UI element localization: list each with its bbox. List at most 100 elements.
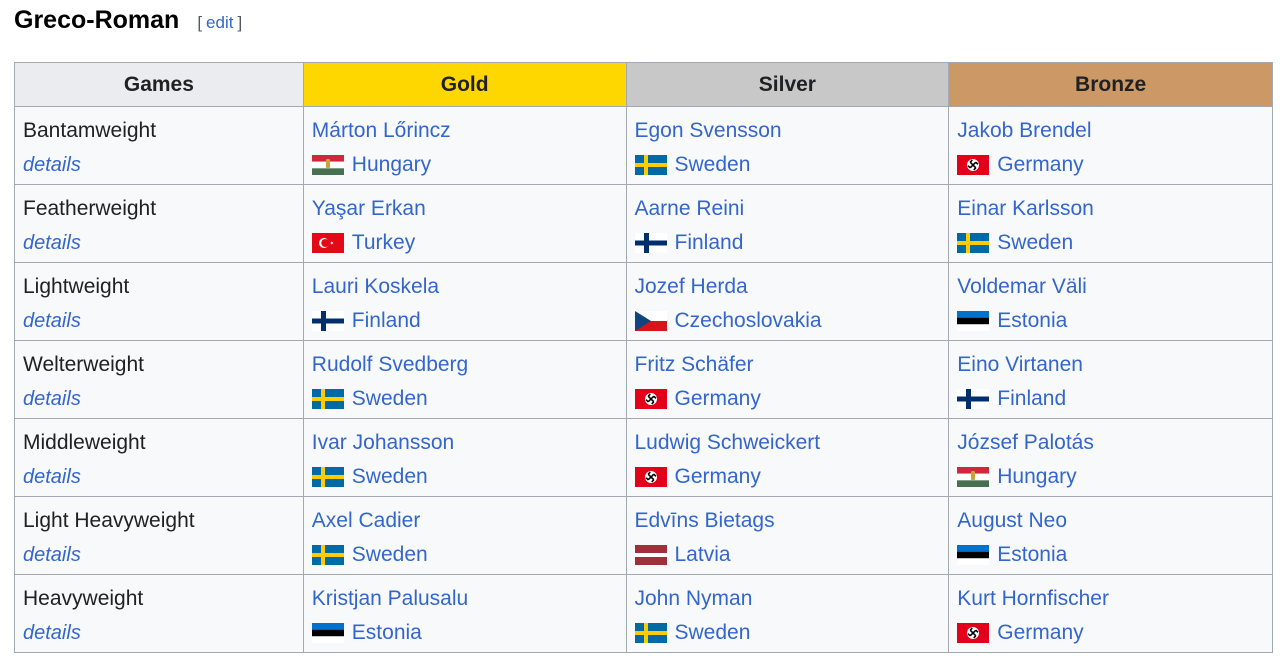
- athlete-link[interactable]: Kurt Hornfischer: [957, 587, 1109, 610]
- details-link[interactable]: details: [23, 622, 81, 644]
- event-name: Featherweight: [23, 197, 157, 220]
- details-link[interactable]: details: [23, 544, 81, 566]
- gold-medalist-cell: Lauri Koskela Finland: [302, 262, 627, 341]
- silver-medalist-cell: Ludwig Schweickert Germany: [625, 418, 950, 497]
- finland-flag-icon: [957, 389, 990, 409]
- sweden-flag-icon: [634, 155, 667, 175]
- header-silver[interactable]: Silver: [625, 62, 950, 107]
- edit-link[interactable]: edit: [206, 13, 234, 32]
- gold-medalist-cell: Ivar Johansson Sweden: [302, 418, 627, 497]
- turkey-flag-icon: [311, 233, 344, 253]
- czechoslovakia-flag-icon: [634, 311, 667, 331]
- athlete-link[interactable]: Edvīns Bietags: [634, 509, 775, 532]
- athlete-link[interactable]: Márton Lőrincz: [311, 119, 451, 142]
- sweden-flag-icon: [634, 623, 667, 643]
- athlete-link[interactable]: John Nyman: [634, 587, 753, 610]
- country-link[interactable]: Finland: [674, 231, 744, 254]
- event-name: Welterweight: [23, 353, 144, 376]
- silver-medalist-cell: Edvīns Bietags Latvia: [625, 496, 950, 575]
- germany-flag-icon: [957, 623, 990, 643]
- gold-medalist-cell: Axel Cadier Sweden: [302, 496, 627, 575]
- table-row: Light Heavyweight details Axel Cadier Swede…: [14, 496, 1273, 575]
- athlete-link[interactable]: Yaşar Erkan: [311, 197, 426, 220]
- country-link[interactable]: Turkey: [351, 231, 416, 254]
- table-row: Heavyweight details Kristjan Palusalu Eston…: [14, 574, 1273, 653]
- estonia-flag-icon: [957, 545, 990, 565]
- country-link[interactable]: Germany: [997, 153, 1084, 176]
- details-link[interactable]: details: [23, 154, 81, 176]
- athlete-link[interactable]: Rudolf Svedberg: [311, 353, 469, 376]
- athlete-link[interactable]: Axel Cadier: [311, 509, 421, 532]
- event-name: Lightweight: [23, 275, 130, 298]
- country-link[interactable]: Germany: [997, 621, 1084, 644]
- country-link[interactable]: Latvia: [674, 543, 731, 566]
- gold-medalist-cell: Márton Lőrincz Hungary: [302, 106, 627, 185]
- country-link[interactable]: Sweden: [351, 543, 428, 566]
- athlete-link[interactable]: József Palotás: [957, 431, 1094, 454]
- estonia-flag-icon: [311, 623, 344, 643]
- athlete-link[interactable]: August Neo: [957, 509, 1068, 532]
- bronze-medalist-cell: Eino Virtanen Finland: [948, 340, 1273, 419]
- athlete-link[interactable]: Voldemar Väli: [957, 275, 1087, 298]
- gold-medalist-cell: Kristjan Palusalu Estonia: [302, 574, 627, 653]
- country-link[interactable]: Sweden: [674, 153, 751, 176]
- athlete-link[interactable]: Ludwig Schweickert: [634, 431, 821, 454]
- country-link[interactable]: Sweden: [997, 231, 1074, 254]
- header-bronze[interactable]: Bronze: [948, 62, 1273, 107]
- athlete-link[interactable]: Einar Karlsson: [957, 197, 1094, 220]
- country-link[interactable]: Estonia: [997, 309, 1068, 332]
- sweden-flag-icon: [957, 233, 990, 253]
- athlete-link[interactable]: Eino Virtanen: [957, 353, 1083, 376]
- table-row: Featherweight details Yaşar Erkan Turkey Aar…: [14, 184, 1273, 263]
- table-row: Bantamweight details Márton Lőrincz Hungary…: [14, 106, 1273, 185]
- athlete-link[interactable]: Egon Svensson: [634, 119, 782, 142]
- country-link[interactable]: Germany: [674, 387, 761, 410]
- silver-medalist-cell: John Nyman Sweden: [625, 574, 950, 653]
- gold-medalist-cell: Rudolf Svedberg Sweden: [302, 340, 627, 419]
- details-link[interactable]: details: [23, 310, 81, 332]
- country-link[interactable]: Sweden: [674, 621, 751, 644]
- country-link[interactable]: Sweden: [351, 387, 428, 410]
- table-row: Lightweight details Lauri Koskela Finland Jo…: [14, 262, 1273, 341]
- country-link[interactable]: Finland: [997, 387, 1067, 410]
- table-row: Welterweight details Rudolf Svedberg Sweden…: [14, 340, 1273, 419]
- details-link[interactable]: details: [23, 232, 81, 254]
- athlete-link[interactable]: Ivar Johansson: [311, 431, 455, 454]
- athlete-link[interactable]: Kristjan Palusalu: [311, 587, 469, 610]
- details-link[interactable]: details: [23, 388, 81, 410]
- silver-medalist-cell: Fritz Schäfer Germany: [625, 340, 950, 419]
- event-name: Light Heavyweight: [23, 509, 195, 532]
- athlete-link[interactable]: Aarne Reini: [634, 197, 745, 220]
- country-link[interactable]: Hungary: [997, 465, 1077, 488]
- event-cell: Featherweight details: [14, 184, 304, 263]
- event-cell: Light Heavyweight details: [14, 496, 304, 575]
- silver-medalist-cell: Egon Svensson Sweden: [625, 106, 950, 185]
- country-link[interactable]: Estonia: [351, 621, 422, 644]
- athlete-link[interactable]: Lauri Koskela: [311, 275, 440, 298]
- event-name: Bantamweight: [23, 119, 157, 142]
- country-link[interactable]: Czechoslovakia: [674, 309, 822, 332]
- athlete-link[interactable]: Jakob Brendel: [957, 119, 1092, 142]
- athlete-link[interactable]: Fritz Schäfer: [634, 353, 754, 376]
- details-link[interactable]: details: [23, 466, 81, 488]
- country-link[interactable]: Germany: [674, 465, 761, 488]
- bronze-medalist-cell: Jakob Brendel Germany: [948, 106, 1273, 185]
- country-link[interactable]: Hungary: [351, 153, 432, 176]
- silver-medalist-cell: Aarne Reini Finland: [625, 184, 950, 263]
- header-games[interactable]: Games: [14, 62, 304, 107]
- event-cell: Welterweight details: [14, 340, 304, 419]
- country-link[interactable]: Sweden: [351, 465, 428, 488]
- country-link[interactable]: Finland: [351, 309, 421, 332]
- germany-flag-icon: [634, 467, 667, 487]
- athlete-link[interactable]: Jozef Herda: [634, 275, 748, 298]
- silver-medalist-cell: Jozef Herda Czechoslovakia: [625, 262, 950, 341]
- estonia-flag-icon: [957, 311, 990, 331]
- sweden-flag-icon: [311, 389, 344, 409]
- hungary-flag-icon: [311, 155, 344, 175]
- finland-flag-icon: [634, 233, 667, 253]
- bronze-medalist-cell: August Neo Estonia: [948, 496, 1273, 575]
- header-gold[interactable]: Gold: [302, 62, 627, 107]
- event-name: Middleweight: [23, 431, 146, 454]
- event-cell: Bantamweight details: [14, 106, 304, 185]
- country-link[interactable]: Estonia: [997, 543, 1068, 566]
